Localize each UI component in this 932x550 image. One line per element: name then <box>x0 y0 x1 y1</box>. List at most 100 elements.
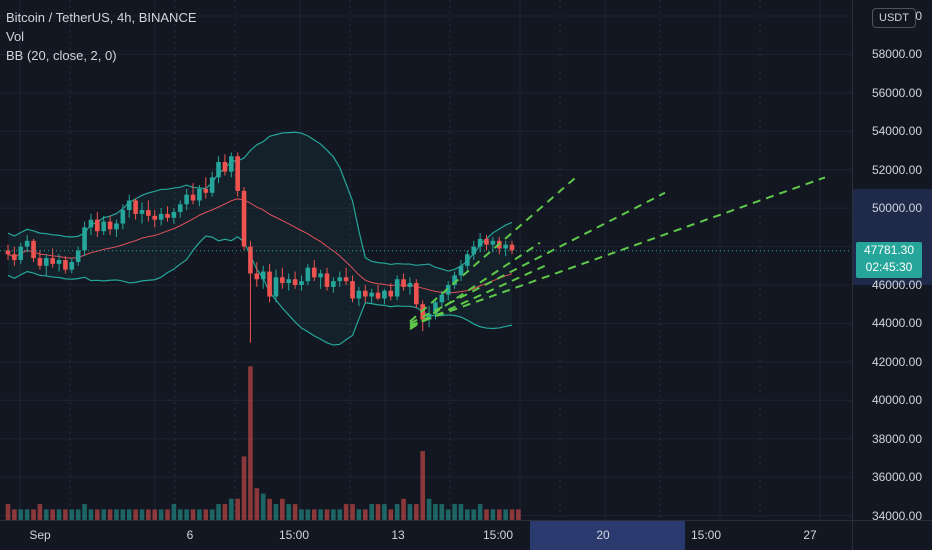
volume-bar <box>146 509 151 520</box>
candle-body <box>369 292 374 297</box>
time-axis-highlight <box>530 520 685 550</box>
volume-indicator-label[interactable]: Vol <box>6 29 25 44</box>
candle-body <box>305 267 311 282</box>
candle-body <box>184 194 189 205</box>
volume-bar <box>471 509 477 520</box>
volume-bar <box>235 498 240 520</box>
volume-bar <box>343 504 349 520</box>
candle-body <box>362 290 368 297</box>
volume-bar <box>158 509 164 520</box>
volume-bar <box>465 509 470 520</box>
volume-bar <box>101 509 106 520</box>
candle-body <box>401 279 406 287</box>
candle-body <box>407 283 413 287</box>
candle-body <box>465 254 470 266</box>
candle-body <box>107 221 113 230</box>
currency-badge[interactable]: USDT <box>872 8 916 28</box>
volume-bar <box>477 504 483 520</box>
volume-bar <box>369 504 374 520</box>
volume-bar <box>184 509 189 520</box>
price-tick-label: 58000.00 <box>871 47 922 62</box>
volume-bar <box>43 509 49 520</box>
volume-bar <box>171 504 177 520</box>
candle-body <box>12 254 17 261</box>
time-tick-label: 27 <box>803 528 817 542</box>
price-tick-label: 44000.00 <box>871 316 922 331</box>
volume-bar <box>177 509 183 520</box>
volume-bar <box>203 509 209 520</box>
candle-body <box>216 162 221 178</box>
price-tick-label: 46000.00 <box>871 278 922 292</box>
candle-body <box>158 213 164 220</box>
volume-bar <box>318 509 323 520</box>
volume-bar <box>439 504 445 520</box>
volume-bar <box>490 509 496 520</box>
candle-body <box>95 219 100 232</box>
volume-bar <box>31 509 36 520</box>
volume-bar <box>18 509 24 520</box>
candle-body <box>292 279 298 285</box>
candle-body <box>190 194 196 201</box>
price-tick-label: 50000.00 <box>871 201 922 216</box>
candle-body <box>50 258 55 264</box>
volume-bar <box>209 509 215 520</box>
candle-body <box>382 290 387 299</box>
price-tick-label: 38000.00 <box>871 431 922 446</box>
candle-body <box>56 260 62 264</box>
volume-bar <box>260 493 266 520</box>
volume-bar <box>5 504 11 520</box>
volume-bar <box>120 509 126 520</box>
candle-body <box>318 273 323 278</box>
trendline <box>409 191 666 325</box>
volume-bar <box>254 488 260 520</box>
volume-bar <box>95 509 100 520</box>
time-tick-label: 20 <box>596 528 610 542</box>
candle-body <box>248 246 253 274</box>
candle-body <box>477 238 483 247</box>
volume-bar <box>273 504 279 520</box>
volume-bar <box>362 509 368 520</box>
volume-bar <box>496 509 502 520</box>
price-tick-label: 34000.00 <box>871 508 922 523</box>
price-tick-label: 52000.00 <box>871 162 922 177</box>
volume-bar <box>331 509 336 520</box>
volume-bar <box>139 509 145 520</box>
volume-bar <box>24 509 30 520</box>
time-tick-label: 15:00 <box>278 528 310 542</box>
bollinger-indicator-label[interactable]: BB (20, close, 2, 0) <box>6 48 117 63</box>
candle-body <box>426 313 432 320</box>
volume-bar <box>414 504 419 520</box>
volume-bar <box>299 509 304 520</box>
volume-bar <box>292 504 298 520</box>
volume-bar <box>197 509 202 520</box>
volume-bar <box>88 509 94 520</box>
candle-body <box>235 156 240 191</box>
candle-body <box>37 258 43 266</box>
candle-body <box>452 275 457 285</box>
volume-bar <box>324 509 330 520</box>
candle-body <box>241 190 247 247</box>
candle-body <box>5 250 11 255</box>
candle-body <box>229 156 234 172</box>
candle-body <box>152 215 158 220</box>
volume-bar <box>503 509 508 520</box>
bar-countdown: 02:45:30 <box>865 259 913 274</box>
candle-body <box>101 221 106 232</box>
volume-bar <box>484 509 489 520</box>
volume-bar <box>382 504 387 520</box>
volume-bar <box>63 509 68 520</box>
candle-body <box>139 210 145 214</box>
candle-body <box>484 238 489 245</box>
price-tick-label: 42000.00 <box>871 354 922 369</box>
price-tick-label: 56000.00 <box>871 85 922 100</box>
volume-bar <box>82 504 87 520</box>
symbol-title[interactable]: Bitcoin / TetherUS, 4h, BINANCE <box>6 10 197 25</box>
candle-body <box>324 273 330 287</box>
candle-body <box>286 279 292 284</box>
candle-body <box>171 211 177 218</box>
time-scale[interactable]: Sep 6 15:00 13 15:00 20 15:00 27 <box>0 520 932 550</box>
volume-bar <box>337 509 343 520</box>
volume-bar <box>165 509 170 520</box>
